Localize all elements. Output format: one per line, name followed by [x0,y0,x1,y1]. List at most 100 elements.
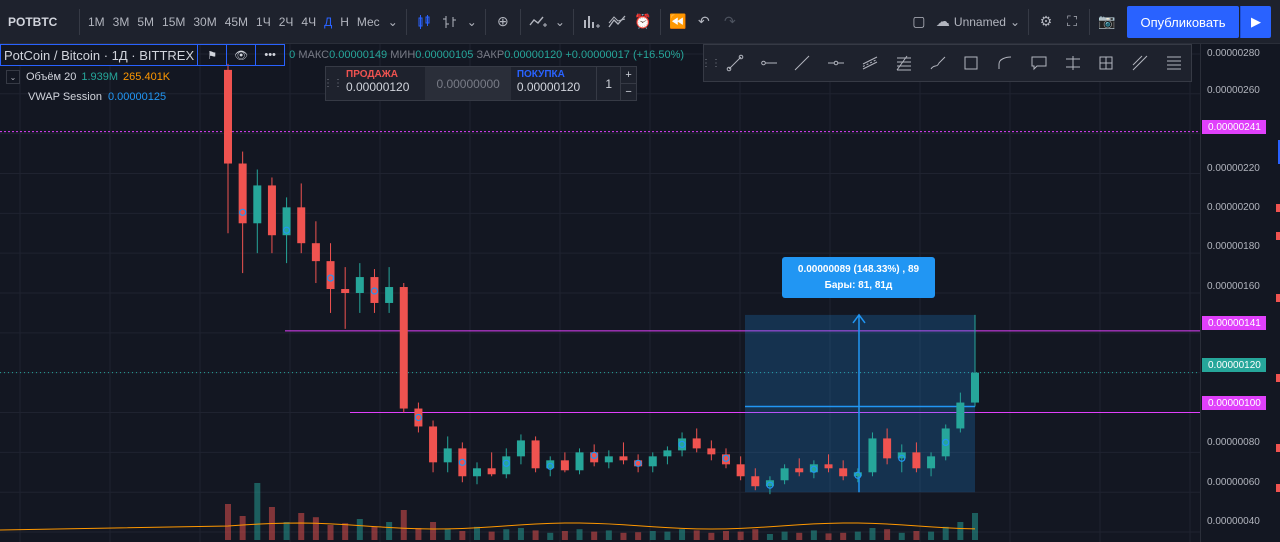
quantity-input[interactable]: 1 [596,67,620,100]
volume-bar [532,530,539,540]
indicators-dropdown[interactable]: ⌄ [554,14,565,29]
chart-pane[interactable] [0,44,1200,542]
timeframe-4h[interactable]: 4Ч [301,14,317,29]
candle-body [648,456,657,467]
layout-selector[interactable]: ☁ Unnamed ⌄ [932,13,1024,30]
publish-button[interactable]: Опубликовать [1127,6,1239,38]
horizontal-line-icon[interactable] [819,48,853,78]
alert-icon[interactable]: ⏰ [634,13,652,29]
plus-circle-icon[interactable]: ⊕ [496,13,509,29]
eye-icon[interactable]: 👁 [227,44,257,66]
volume-value: 1.939M [81,71,119,83]
timeframe-30m[interactable]: 30М [193,14,217,29]
decrement-icon[interactable]: − [621,83,636,100]
candle-body [604,456,613,463]
gear-icon[interactable]: ⚙ [1039,13,1053,29]
redo-icon[interactable]: ↷ [724,13,736,29]
volume-indicator-row[interactable]: ⌄ Объём 20 1.939M 265.401K [0,68,684,86]
volume-bar [898,532,905,540]
increment-icon[interactable]: + [625,69,632,81]
volume-bar [928,531,935,540]
candles-icon[interactable] [411,9,437,35]
horizontal-ray-icon[interactable] [752,48,786,78]
indicators-icon[interactable] [525,9,551,35]
timeframe-month[interactable]: Мес [356,14,380,29]
symbol-search-button[interactable]: POTBTC [8,14,58,29]
timeframe-1h[interactable]: 1Ч [256,14,271,29]
vwap-label: VWAP Session [28,91,102,103]
timeframe-1m[interactable]: 1М [88,14,105,29]
price-chart[interactable] [0,44,1200,542]
volume-bar [957,522,964,540]
volume-bar [766,534,773,540]
square-icon[interactable]: ▢ [912,13,926,29]
replay-icon[interactable]: ⏪ [669,13,687,29]
collapse-chevron-icon[interactable]: ⌄ [6,70,20,84]
brush-icon[interactable] [921,48,955,78]
parallel-channel-icon[interactable] [853,48,887,78]
price-axis[interactable]: 0.00000280 0.00000260 0.00000241 0.00000… [1200,44,1280,542]
timeframe-45m[interactable]: 45М [224,14,249,29]
candle-body [707,448,716,455]
price-axis-label: 0.00000200 [1207,202,1260,213]
timeframe-15m[interactable]: 15М [162,14,186,29]
date-price-range-icon[interactable] [1090,48,1124,78]
high-value: 0.00000149 [329,49,388,61]
candle-body [341,289,350,293]
candle-body [883,438,892,459]
play-icon[interactable]: ▶ [1240,6,1271,38]
compare-icon[interactable] [578,9,604,35]
fullscreen-icon[interactable]: ⛶ [1067,13,1077,29]
fib-retracement-icon[interactable] [887,48,921,78]
scroll-marker[interactable] [1278,140,1280,164]
flag-icon[interactable]: ⚑ [198,44,228,66]
volume-label: Объём 20 [26,71,77,83]
volume-bar [810,530,817,540]
candle-body [941,428,950,457]
timeframe-day[interactable]: Д [324,14,333,29]
sell-button[interactable]: ПРОДАЖА 0.00000120 [340,67,426,100]
undo-icon[interactable]: ↶ [698,13,710,29]
toolbar-divider [1028,8,1029,35]
volume-bar [561,531,568,540]
path-icon[interactable] [988,48,1022,78]
more-icon[interactable]: ••• [256,44,286,66]
symbol-title[interactable]: PotCoin / Bitcoin · 1Д · BITTREX [0,44,199,66]
callout-icon[interactable] [1022,48,1056,78]
measure-arrow-icon [852,313,866,324]
ray-icon[interactable] [786,48,820,78]
toolbar-divider [405,8,407,35]
volume-bar [781,531,788,540]
low-label: МИН [390,49,416,61]
timeframe-week[interactable]: Н [340,14,349,29]
measure-tooltip: 0.00000089 (148.33%) , 89 Бары: 81, 81д [782,257,935,298]
rectangle-icon[interactable] [954,48,988,78]
candle-body [678,438,687,451]
timeframe-dropdown[interactable]: ⌄ [387,14,398,29]
long-position-icon[interactable] [1056,48,1090,78]
buy-button[interactable]: ПОКУПКА 0.00000120 [510,67,597,100]
bar-type-icon[interactable] [437,9,463,35]
cloud-icon: ☁ [935,13,950,29]
pitchfork-icon[interactable] [1123,48,1157,78]
drag-handle-icon[interactable]: ⋮⋮ [323,78,343,89]
camera-icon[interactable]: 📷 [1098,13,1116,29]
chart-type-dropdown[interactable]: ⌄ [466,14,477,29]
volume-bar [884,529,891,540]
fib-channel-icon[interactable] [1157,48,1191,78]
toolbar-divider [572,8,574,35]
candle-body [487,468,496,475]
vwap-indicator-row[interactable]: VWAP Session 0.00000125 [0,88,684,106]
timeframe-3m[interactable]: 3М [112,14,130,29]
vwap-marker [414,413,423,422]
vwap-marker [942,438,950,446]
timeframe-2h[interactable]: 2Ч [278,14,294,29]
templates-icon[interactable] [604,9,630,35]
quantity-stepper[interactable]: + − [620,67,636,100]
timeframe-5m[interactable]: 5М [137,14,155,29]
trend-line-icon[interactable] [718,48,752,78]
drag-handle-icon[interactable]: ⋮⋮ [701,57,721,69]
volume-bar [840,532,847,540]
volume-bar [239,516,246,540]
volume-bar [503,529,510,540]
